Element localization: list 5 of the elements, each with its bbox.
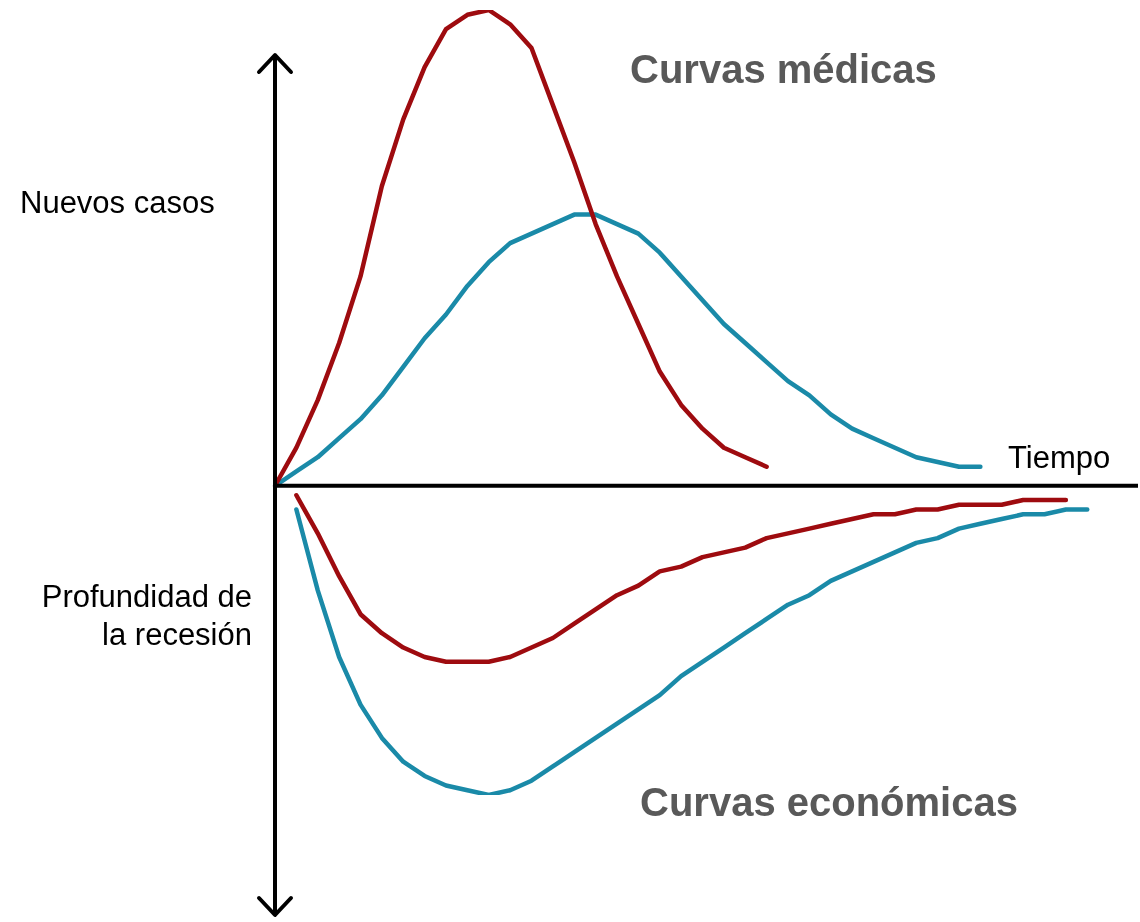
x-axis-title: Tiempo <box>1008 439 1111 477</box>
y-axis-title: Nuevos casos <box>20 184 215 222</box>
annotation: Curvas médicas <box>630 47 937 92</box>
annotation: Curvas económicas <box>640 780 1018 825</box>
text: Profundidad de la recesión <box>40 578 252 654</box>
